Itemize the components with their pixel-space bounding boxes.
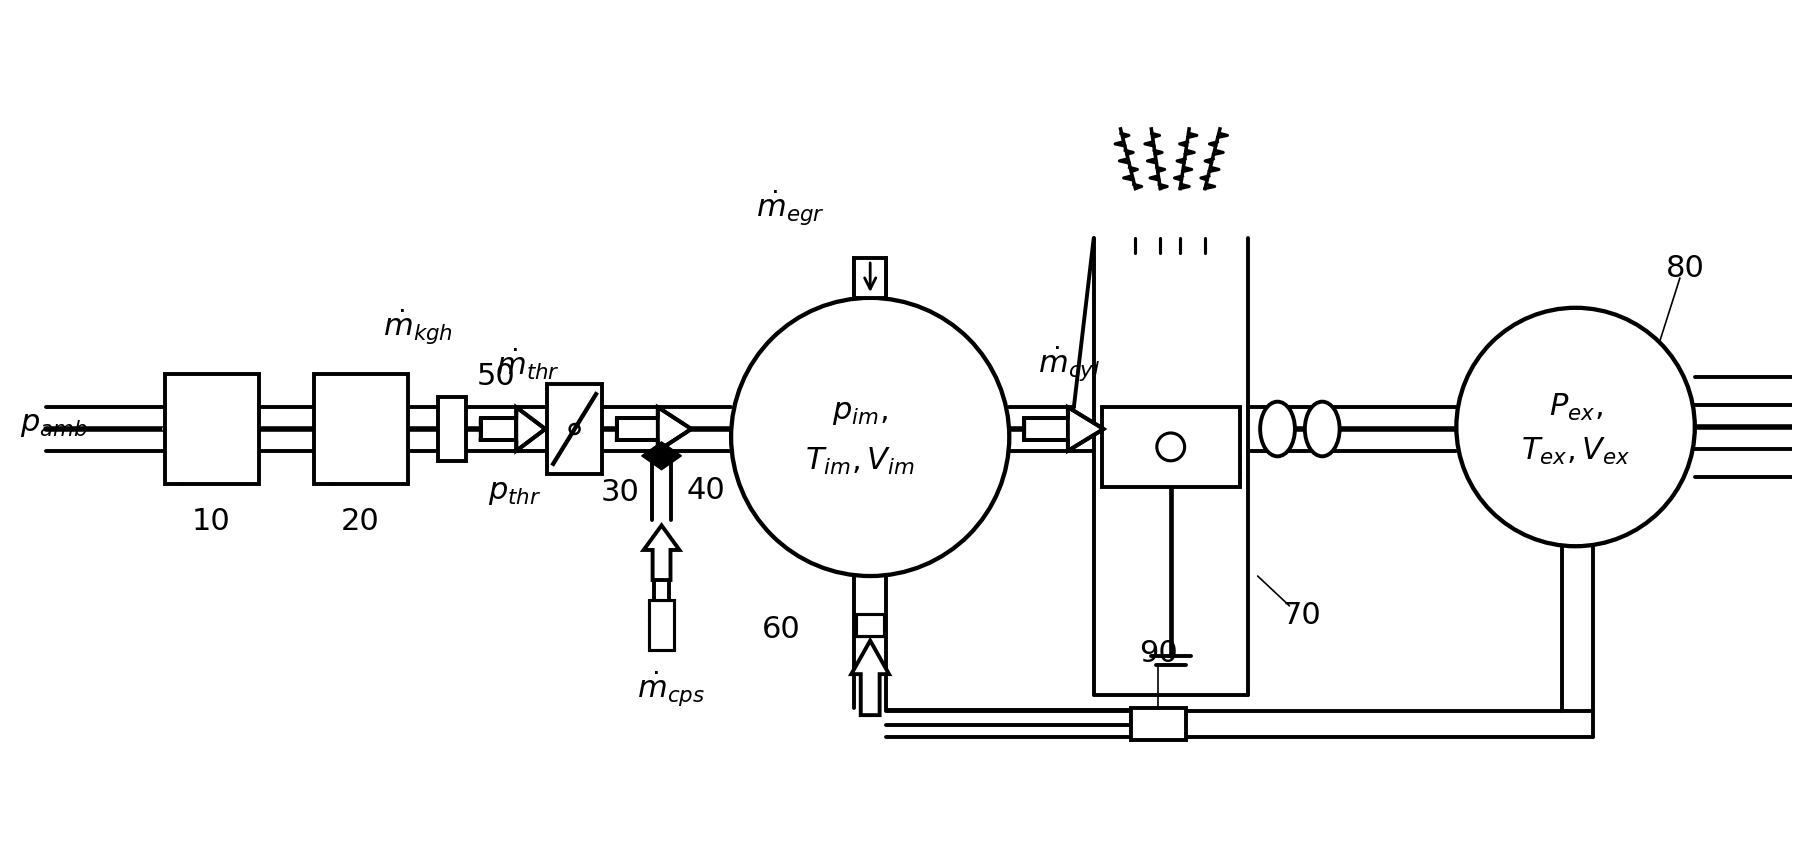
Text: 80: 80 [1665,254,1705,283]
Polygon shape [1068,407,1104,451]
Polygon shape [850,641,888,715]
Text: $\dot{m}_{cps}$: $\dot{m}_{cps}$ [638,669,705,709]
Circle shape [732,298,1009,576]
Text: $\dot{m}_{kgh}$: $\dot{m}_{kgh}$ [383,308,453,347]
Text: $T_{ex}, V_{ex}$: $T_{ex}, V_{ex}$ [1521,436,1631,467]
Bar [165,375,259,483]
Text: 70: 70 [1284,602,1322,630]
Bar [439,397,466,461]
Bar [1131,708,1185,740]
Text: 90: 90 [1138,639,1178,668]
Text: 40: 40 [687,476,726,505]
Text: 50: 50 [476,363,514,392]
Bar [1025,418,1068,440]
Text: $\dot{m}_{egr}$: $\dot{m}_{egr}$ [757,189,825,228]
Text: $T_{im}, V_{im}$: $T_{im}, V_{im}$ [806,446,915,477]
Text: $p_{amb}$: $p_{amb}$ [20,410,88,439]
Circle shape [1156,433,1185,461]
Text: $\dot{m}_{thr}$: $\dot{m}_{thr}$ [496,346,559,382]
Polygon shape [644,525,680,580]
Circle shape [570,424,579,434]
Text: 20: 20 [342,506,379,536]
Bar [1102,407,1241,487]
Bar [315,375,408,483]
Polygon shape [516,407,545,451]
Polygon shape [642,442,681,470]
Bar [547,384,602,474]
Text: $p_{im},$: $p_{im},$ [832,398,888,427]
Text: $p_{thr}$: $p_{thr}$ [487,478,541,507]
Text: $\dot{m}_{cyl}$: $\dot{m}_{cyl}$ [1037,345,1100,384]
Bar [617,418,658,440]
Circle shape [1456,308,1696,546]
Bar [854,258,886,298]
Bar [480,418,516,440]
Ellipse shape [1260,402,1295,456]
Ellipse shape [1305,402,1340,456]
Bar [856,614,885,636]
Text: $P_{ex},$: $P_{ex},$ [1548,392,1602,423]
Text: 10: 10 [192,506,230,536]
Text: 30: 30 [601,478,640,507]
Bar [649,600,674,650]
Text: 60: 60 [761,615,800,644]
Polygon shape [658,407,692,451]
